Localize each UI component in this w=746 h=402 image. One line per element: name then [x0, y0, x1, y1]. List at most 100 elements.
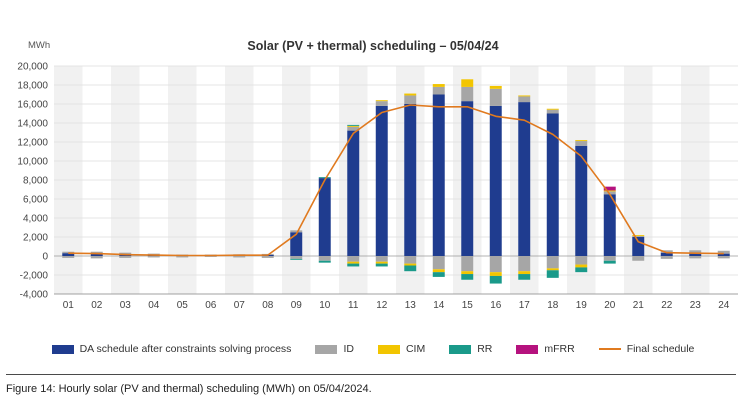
bar-rr-neg-09 [290, 258, 303, 260]
bar-id-pos-11 [347, 126, 360, 131]
bar-rr-neg-15 [461, 274, 474, 280]
bar-id-neg-16 [489, 256, 502, 273]
x-tick-label: 09 [291, 300, 303, 311]
bar-group-24 [717, 250, 730, 259]
bar-rr-neg-10 [318, 260, 331, 263]
x-tick-label: 03 [120, 300, 132, 311]
y-tick-label: 0 [42, 252, 48, 263]
bar-cim-pos-14 [432, 84, 445, 87]
y-tick-label: 10,000 [17, 157, 48, 168]
bar-da-24 [717, 253, 730, 256]
bar-id-pos-18 [546, 109, 559, 114]
bar-id-pos-19 [575, 141, 588, 146]
bar-id-pos-23 [689, 250, 702, 254]
bar-da-13 [404, 104, 417, 256]
y-tick-label: 14,000 [17, 119, 48, 130]
legend-item-final: Final schedule [598, 343, 694, 355]
bar-id-pos-12 [375, 101, 388, 106]
bar-rr-neg-17 [518, 274, 531, 280]
bar-da-02 [90, 253, 103, 256]
x-tick-label: 01 [63, 300, 75, 311]
legend-item-id: ID [315, 343, 354, 355]
bar-id-pos-20 [603, 191, 616, 195]
bar-group-15 [461, 79, 474, 280]
bar-id-neg-01 [62, 256, 75, 258]
bar-da-14 [432, 94, 445, 256]
x-tick-label: 12 [376, 300, 388, 311]
bar-da-11 [347, 130, 360, 256]
bar-id-neg-02 [90, 256, 103, 259]
bar-id-neg-11 [347, 256, 360, 262]
bar-group-02 [90, 251, 103, 259]
bar-id-pos-24 [717, 250, 730, 254]
legend-swatch-mfrr [516, 344, 539, 354]
bar-da-15 [461, 101, 474, 257]
x-tick-label: 05 [177, 300, 189, 311]
bar-da-10 [318, 178, 331, 256]
bar-id-pos-09 [290, 230, 303, 233]
bar-id-neg-08 [261, 256, 274, 258]
y-tick-label: 6,000 [23, 195, 48, 206]
bar-group-22 [660, 250, 673, 259]
legend-label-cim: CIM [405, 343, 426, 355]
bar-cim-neg-14 [432, 269, 445, 273]
x-tick-label: 11 [348, 300, 359, 311]
x-tick-label: 24 [718, 300, 730, 311]
legend-label-da: DA schedule after constraints solving pr… [79, 343, 292, 355]
x-tick-label: 20 [604, 300, 616, 311]
bar-id-neg-20 [603, 256, 616, 261]
chart-title: Solar (PV + thermal) scheduling – 05/04/… [247, 39, 498, 53]
bar-da-23 [689, 253, 702, 256]
bar-da-18 [546, 113, 559, 256]
bar-cim-pos-15 [461, 79, 474, 87]
bar-id-neg-14 [432, 256, 445, 270]
bar-da-21 [632, 237, 645, 256]
bar-id-neg-03 [119, 256, 132, 258]
bar-id-pos-21 [632, 236, 645, 237]
y-tick-label: 8,000 [23, 176, 48, 187]
bars [62, 79, 730, 284]
bar-mfrr-pos-20 [603, 186, 616, 191]
solar-scheduling-chart: 20,000 18,000 16,000 14,000 12,000 10,000 8,00… [17, 39, 738, 311]
x-tick-label: 15 [462, 300, 474, 311]
y-tick-label: 18,000 [17, 81, 48, 92]
bar-id-pos-03 [119, 252, 132, 255]
bar-id-neg-10 [318, 256, 331, 261]
bar-group-18 [546, 108, 559, 278]
legend-swatch-cim [377, 344, 400, 354]
bar-cim-pos-13 [404, 93, 417, 96]
x-tick-label: 17 [519, 300, 531, 311]
legend-label-id: ID [343, 343, 354, 355]
bar-group-09 [290, 230, 303, 260]
bar-group-17 [518, 95, 531, 280]
y-tick-label: 2,000 [23, 233, 48, 244]
bar-group-19 [575, 140, 588, 273]
bar-cim-pos-20 [603, 190, 616, 192]
y-tick-label: -2,000 [20, 271, 49, 282]
legend-swatch-rr [449, 344, 472, 354]
x-tick-label: 06 [205, 300, 217, 311]
bar-cim-pos-11 [347, 125, 360, 127]
bar-group-16 [489, 85, 502, 284]
bar-id-neg-23 [689, 256, 702, 259]
x-tick-label: 07 [234, 300, 246, 311]
bar-id-neg-12 [375, 256, 388, 262]
bar-group-01 [62, 251, 75, 258]
x-tick-label: 18 [547, 300, 559, 311]
bar-group-12 [375, 100, 388, 267]
bar-id-neg-04 [147, 256, 160, 258]
bar-id-neg-21 [632, 256, 645, 261]
bar-cim-neg-15 [461, 271, 474, 275]
bar-id-pos-01 [62, 251, 75, 254]
legend-swatch-id [315, 344, 338, 354]
bar-id-neg-06 [204, 256, 217, 257]
legend-item-rr: RR [449, 343, 492, 355]
bar-da-22 [660, 252, 673, 256]
legend-item-mfrr: mFRR [516, 343, 575, 355]
bar-id-neg-17 [518, 256, 531, 272]
bar-cim-neg-17 [518, 271, 531, 275]
y-tick-label: 4,000 [23, 214, 48, 225]
x-tick-label: 23 [690, 300, 702, 311]
bar-id-neg-18 [546, 256, 559, 269]
bar-id-pos-22 [660, 250, 673, 253]
